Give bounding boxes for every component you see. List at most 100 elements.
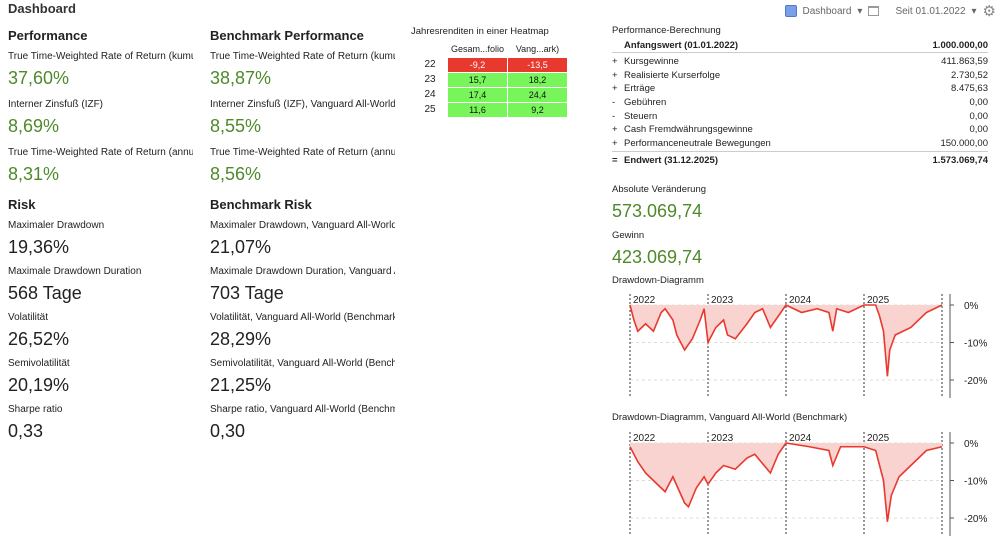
heatmap-cell: 24,4 [507, 86, 568, 103]
x-tick-label: 2025 [867, 295, 890, 306]
calc-value: 0,00 [969, 97, 989, 109]
metric-label: Maximaler Drawdown, Vanguard All-World (… [210, 220, 395, 231]
metric-value: 8,31% [8, 164, 60, 184]
x-tick-label: 2023 [711, 295, 734, 306]
calc-sign: + [612, 83, 618, 95]
calc-row: + Performanceneutrale Bewegungen 150.000,0… [612, 137, 988, 151]
end-value: 1.573.069,74 [932, 154, 988, 166]
page-title: Dashboard [8, 1, 76, 16]
calc-sign: - [612, 110, 616, 122]
calc-row: + Erträge 8.475,63 [612, 82, 988, 96]
heatmap-cell: -9,2 [447, 56, 508, 73]
metric-value: 26,52% [8, 329, 70, 349]
metric-value: 8,69% [8, 116, 60, 136]
gear-icon[interactable]: ⚙ [982, 3, 996, 20]
heatmap-year: 22 [412, 56, 448, 73]
benchmark-performance-section: Benchmark Performance True Time-Weighted … [210, 28, 400, 450]
x-tick-label: 2022 [633, 295, 656, 306]
heatmap-cell: 15,7 [447, 71, 508, 88]
section-title: Benchmark Risk [210, 197, 312, 212]
section-title: Performance [8, 28, 88, 43]
drawdown-area [630, 443, 942, 522]
metric-label: Maximaler Drawdown [8, 220, 105, 231]
start-value: 1.000.000,00 [932, 39, 988, 51]
metric-value: 20,19% [8, 375, 70, 395]
metric-label: True Time-Weighted Rate of Return (kumul… [8, 51, 193, 62]
heatmap-row: 25 11,6 9,2 [412, 101, 568, 118]
x-tick-label: 2022 [633, 433, 656, 444]
metric-label: Volatilität [8, 312, 49, 323]
y-tick-label: -10% [964, 339, 987, 350]
chevron-down-icon[interactable]: ▾ [971, 5, 977, 17]
heatmap-year: 25 [412, 101, 448, 118]
view-selector[interactable]: Dashboard [802, 5, 852, 17]
chevron-down-icon[interactable]: ▾ [857, 5, 863, 17]
heatmap-cell: 17,4 [447, 86, 508, 103]
heatmap-year: 23 [412, 71, 448, 88]
heatmap-col-header: Gesam...folio [450, 43, 505, 54]
metric-value: 703 Tage [210, 283, 284, 303]
heatmap-row: 24 17,4 24,4 [412, 86, 568, 103]
calc-value: 0,00 [969, 110, 989, 122]
heatmap-row: 23 15,7 18,2 [412, 71, 568, 88]
metric-label: True Time-Weighted Rate of Return (annua… [8, 147, 193, 158]
heatmap-cell: 18,2 [507, 71, 568, 88]
calc-label: Steuern [624, 110, 658, 122]
calc-value: 411.863,59 [941, 56, 988, 68]
drawdown-chart-title: Drawdown-Diagramm [612, 275, 704, 286]
calc-row: + Cash Fremdwährungsgewinne 0,00 [612, 123, 988, 137]
y-tick-label: -20% [964, 376, 987, 387]
benchmark-drawdown-chart-title: Drawdown-Diagramm, Vanguard All-World (B… [612, 412, 848, 423]
calc-label: Kursgewinne [624, 56, 679, 68]
y-tick-label: 0% [964, 439, 979, 450]
x-tick-label: 2023 [711, 433, 734, 444]
heatmap-col-header: Vang...ark) [515, 43, 560, 54]
section-title: Benchmark Performance [210, 28, 364, 43]
metric-value: 568 Tage [8, 283, 82, 303]
y-tick-label: -20% [964, 514, 987, 525]
calc-row: - Gebühren 0,00 [612, 96, 988, 110]
toolbar: Dashboard ▾ Seit 01.01.2022 ▾ ⚙ [784, 2, 996, 20]
calc-value: 8.475,63 [951, 83, 988, 95]
gain-value: 423.069,74 [612, 247, 703, 267]
metric-label: Maximale Drawdown Duration [8, 266, 142, 277]
metric-label: Maximale Drawdown Duration, Vanguard All… [210, 266, 395, 277]
metric-label: Volatilität, Vanguard All-World (Benchma… [210, 312, 395, 323]
metric-label: True Time-Weighted Rate of Return (kumul… [210, 51, 395, 62]
metric-label: True Time-Weighted Rate of Return (annua… [210, 147, 395, 158]
metric-value: 8,55% [210, 116, 262, 136]
metric-value: 8,56% [210, 164, 262, 184]
drawdown-line [629, 303, 943, 377]
x-tick-label: 2024 [789, 295, 812, 306]
start-label: Anfangswert (01.01.2022) [624, 39, 739, 51]
dashboard-icon[interactable] [784, 5, 797, 17]
heatmap-title: Jahresrenditen in einer Heatmap [411, 26, 549, 37]
metric-value: 21,25% [210, 375, 272, 395]
calc-row: + Kursgewinne 411.863,59 [612, 55, 988, 69]
metric-value: 37,60% [8, 68, 70, 88]
calc-value: 0,00 [969, 124, 989, 136]
metric-label: Interner Zinsfuß (IZF), Vanguard All-Wor… [210, 99, 395, 110]
y-tick-label: -10% [964, 477, 987, 488]
metric-label: Sharpe ratio [8, 404, 63, 415]
metric-label: Sharpe ratio, Vanguard All-World (Benchm… [210, 404, 395, 415]
calc-label: Gebühren [624, 97, 667, 109]
calc-sign: + [612, 138, 618, 150]
period-selector[interactable]: Seit 01.01.2022 [895, 5, 966, 17]
calc-label: Realisierte Kurserfolge [624, 69, 721, 81]
heatmap-year: 24 [412, 86, 448, 103]
calc-title: Performance-Berechnung [612, 25, 721, 36]
calc-sign: + [612, 124, 618, 136]
metric-value: 28,29% [210, 329, 272, 349]
heatmap-row: 22 -9,2 -13,5 [412, 56, 568, 73]
heatmap-cell: -13,5 [507, 56, 568, 73]
drawdown-area [630, 305, 942, 377]
calc-value: 2.730,52 [951, 69, 988, 81]
calc-sign: + [612, 69, 618, 81]
metric-value: 0,30 [210, 421, 246, 441]
metric-value: 0,33 [8, 421, 44, 441]
window-icon[interactable] [868, 6, 880, 16]
section-title: Risk [8, 197, 36, 212]
metric-value: 19,36% [8, 237, 70, 257]
calc-sign: + [612, 56, 618, 68]
